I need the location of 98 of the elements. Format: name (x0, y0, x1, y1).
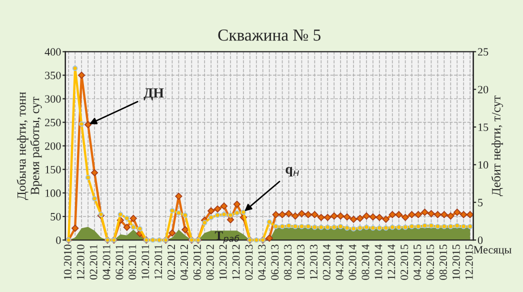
point (337, 212, 344, 220)
point (78, 72, 86, 79)
point (428, 210, 435, 218)
point (72, 224, 79, 232)
y-tick-label: 300 (45, 95, 61, 103)
point (454, 208, 461, 216)
x-tick-label: 02.2013 (245, 244, 253, 280)
point (298, 210, 306, 218)
y-tick-label: 50 (50, 212, 61, 220)
point (369, 213, 377, 221)
x-tick-label: 04.2011 (102, 244, 110, 280)
x-tick-label: 12.2013 (310, 244, 318, 280)
point (466, 211, 474, 218)
y-axis-title: Добыча нефти, тонн Время работы, сут (16, 92, 42, 200)
y2-tick-label: 15 (478, 124, 488, 131)
x-tick-label: 04.2013 (258, 244, 266, 280)
x-tick-label: 06.2013 (271, 244, 279, 280)
chart-title: Скважина № 5 (218, 30, 320, 41)
point (292, 212, 299, 220)
x-tick-label: 10.2014 (374, 244, 382, 280)
point (460, 211, 468, 218)
text: q$_{н}$ (286, 166, 299, 177)
x-tick-label: 08.2014 (362, 244, 370, 280)
x-tick-label: 02.2012 (168, 244, 176, 280)
point (214, 205, 222, 213)
point (266, 234, 273, 242)
point (278, 211, 286, 218)
x-tick-label: 06.2012 (193, 244, 201, 280)
point (182, 226, 189, 234)
x-tick-label: 12.2015 (465, 244, 473, 280)
x-tick-label: 06.2011 (116, 244, 124, 280)
y-tick-label: 250 (45, 118, 61, 126)
point (324, 214, 332, 221)
x-tick-label: 02.2015 (400, 244, 408, 280)
x-tick-label: 06.2014 (348, 244, 356, 280)
x-tick-label: 04.2012 (180, 244, 188, 280)
point (220, 202, 228, 210)
point (447, 212, 454, 220)
text: ДН (144, 88, 164, 100)
point (440, 211, 448, 218)
y2-axis-title: Дебит нефти, т/сут (491, 96, 504, 196)
x-tick-label: 12.2010 (76, 244, 84, 280)
point (350, 216, 358, 223)
x-tick-label: 08.2012 (206, 244, 214, 280)
point (272, 211, 280, 218)
y-tick-label: 350 (45, 72, 61, 80)
x-tick-label: 06.2015 (426, 244, 434, 280)
point (130, 214, 137, 222)
point (84, 121, 92, 128)
point (356, 214, 364, 222)
y2-tick-label: 25 (478, 48, 488, 56)
x-tick-label: 10.2010 (64, 244, 72, 280)
x-tick-label: 10.2012 (219, 244, 227, 280)
y2-tick-label: 5 (478, 198, 483, 206)
y-tick-label: 150 (46, 166, 61, 174)
x-tick-label: 02.2014 (322, 244, 330, 280)
point (395, 211, 402, 218)
y2-tick-label: 0 (478, 236, 483, 244)
point (408, 211, 416, 218)
point (168, 229, 176, 237)
y-tick-label: 400 (44, 48, 61, 56)
point (90, 169, 98, 176)
point (285, 210, 292, 218)
x-tick-label: 08.2015 (439, 244, 448, 280)
point (311, 211, 318, 218)
point (434, 211, 442, 218)
point (402, 214, 409, 221)
y-tick-label: 100 (46, 189, 61, 197)
x-tick-label: 12.2014 (388, 244, 396, 280)
x-tick-label: 10.2011 (142, 244, 150, 279)
x-tick-label: 04.2014 (336, 244, 344, 280)
point (175, 192, 182, 200)
point (362, 212, 370, 220)
point (233, 200, 241, 208)
x-tick-label: 10.2015 (452, 244, 460, 280)
point (376, 214, 383, 221)
point (388, 211, 396, 218)
point (330, 212, 338, 220)
point (318, 214, 325, 221)
x-tick-label: 08.2013 (284, 244, 292, 280)
x-tick-label: 12.2012 (232, 244, 240, 280)
point (343, 213, 351, 221)
y2-tick-label: 10 (478, 161, 488, 169)
point (208, 207, 215, 214)
point (421, 208, 428, 216)
x-tick-label: 12.2011 (154, 244, 162, 279)
x-tick-label: 04.2015 (414, 244, 422, 280)
point (304, 211, 312, 218)
x-tick-label: 02.2011 (90, 244, 98, 280)
y-tick-label: 200 (45, 142, 61, 150)
x-tick-label: 08.2011 (128, 244, 136, 280)
x-tick-label: 10.2013 (297, 244, 305, 280)
point (123, 224, 130, 231)
point (382, 216, 390, 223)
y-tick-label: 0 (56, 236, 61, 244)
x-axis-title: Месяцы (474, 246, 512, 256)
y2-tick-label: 20 (478, 86, 488, 94)
point (414, 211, 422, 218)
